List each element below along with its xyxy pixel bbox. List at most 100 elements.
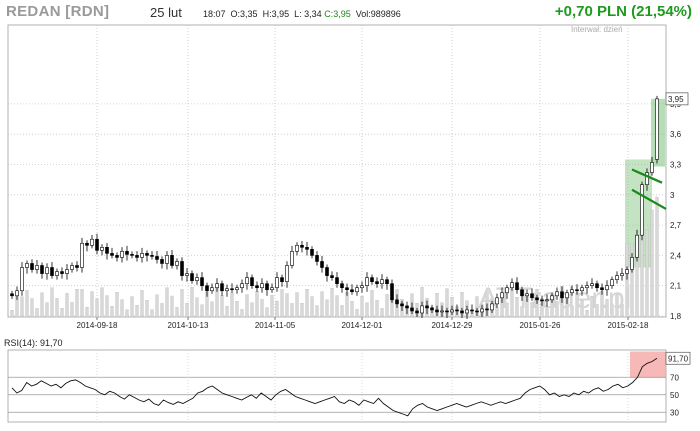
candle-body: [390, 283, 394, 301]
volume-value: Vol:989896: [355, 9, 401, 19]
volume-bar: [100, 287, 104, 318]
volume-bar: [325, 299, 329, 318]
candle-body: [560, 291, 564, 299]
volume-bar: [120, 299, 124, 318]
candle-body: [440, 310, 444, 313]
volume-bar: [310, 296, 314, 318]
rsi-last-box: [665, 351, 691, 365]
time-tick-label: 2014-12-29: [432, 321, 473, 330]
time-value: 18:07: [203, 9, 226, 19]
close-value: C:3,95: [324, 9, 351, 19]
volume-bar: [140, 290, 144, 318]
candle-body: [600, 287, 604, 291]
volume-bar: [520, 306, 524, 318]
candle-body: [505, 287, 509, 294]
candle-body: [475, 310, 479, 313]
candle-body: [280, 277, 284, 282]
candle-body: [400, 303, 404, 307]
price-tick-label: 1,8: [670, 312, 682, 321]
volume-bar: [60, 308, 64, 318]
open-value: O:3,35: [230, 9, 258, 19]
candle-body: [610, 279, 614, 287]
candle-body: [215, 283, 219, 289]
volume-bar: [85, 307, 89, 318]
candle-body: [595, 283, 599, 289]
candle-body: [310, 249, 314, 256]
candle-body: [355, 287, 359, 293]
candle-body: [570, 289, 574, 294]
candle-body: [195, 277, 199, 281]
time-tick-label: 2014-12-01: [342, 321, 383, 330]
candle-body: [555, 291, 559, 297]
candle-body: [455, 309, 459, 312]
candle-body: [240, 283, 244, 289]
candle-body: [160, 259, 164, 264]
volume-bar: [230, 292, 234, 318]
volume-bar: [650, 209, 654, 318]
candle-body: [335, 277, 339, 284]
volume-bar: [95, 298, 99, 318]
candle-body: [515, 282, 519, 291]
candle-body: [655, 98, 659, 160]
candle-body: [40, 265, 44, 274]
candle-body: [330, 275, 334, 278]
price-tick-label: 2,4: [670, 251, 682, 260]
volume-bar: [115, 292, 119, 318]
volume-bar: [215, 287, 219, 318]
candle-body: [615, 275, 619, 280]
candle-body: [325, 267, 329, 276]
volume-bar: [50, 287, 54, 318]
candle-body: [55, 271, 59, 276]
candle-body: [185, 273, 189, 276]
candle-body: [220, 283, 224, 292]
candle-body: [235, 287, 239, 291]
volume-bar: [585, 310, 589, 318]
rsi-line: [11, 357, 658, 417]
candle-body: [275, 277, 279, 289]
volume-bar: [380, 308, 384, 318]
volume-bar: [545, 307, 549, 318]
candle-body: [255, 285, 259, 289]
volume-bar: [145, 300, 149, 318]
volume-bar: [65, 293, 69, 318]
trend-channel: [631, 168, 667, 210]
volume-bar: [355, 309, 359, 318]
candle-body: [45, 267, 49, 274]
candle-body: [85, 242, 89, 246]
candle-body: [285, 265, 289, 282]
candle-body: [20, 267, 24, 292]
candle-body: [415, 310, 419, 314]
candle-body: [410, 307, 414, 312]
candle-body: [500, 292, 504, 299]
candle-body: [270, 287, 274, 291]
volume-bar: [625, 243, 629, 318]
price-tick-label: 3,6: [670, 130, 682, 139]
volume-bar: [70, 302, 74, 318]
volume-bar: [55, 298, 59, 318]
volume-bar: [210, 301, 214, 318]
time-tick-label: 2014-10-13: [168, 321, 209, 330]
high-value: H:3,95: [262, 9, 290, 19]
time-axis: 2014-09-18 2014-10-13 2014-11-05 2014-12-01…: [77, 317, 649, 330]
volume-bar: [580, 300, 584, 318]
candle-body: [450, 309, 454, 313]
candle-body: [50, 267, 54, 276]
volume-bar: [305, 289, 309, 318]
candle-body: [165, 255, 169, 264]
volume-bar: [80, 289, 84, 318]
volume-bar: [220, 295, 224, 318]
candle-body: [150, 255, 154, 257]
volume-bar: [285, 293, 289, 318]
candle-body: [135, 255, 139, 258]
candle-body: [200, 277, 204, 286]
volume-bar: [260, 299, 264, 318]
ohlc-readout: 18:07 O:3,35 H:3,95 L: 3,34 C:3,95 Vol:9…: [203, 9, 401, 19]
time-tick-label: 2015-02-18: [608, 321, 649, 330]
candle-body: [650, 162, 654, 173]
price-tick-label: 2,7: [670, 221, 682, 230]
volume-bar: [45, 302, 49, 318]
candle-body: [140, 253, 144, 258]
candle-body: [635, 234, 639, 258]
volume-bar: [360, 296, 364, 318]
